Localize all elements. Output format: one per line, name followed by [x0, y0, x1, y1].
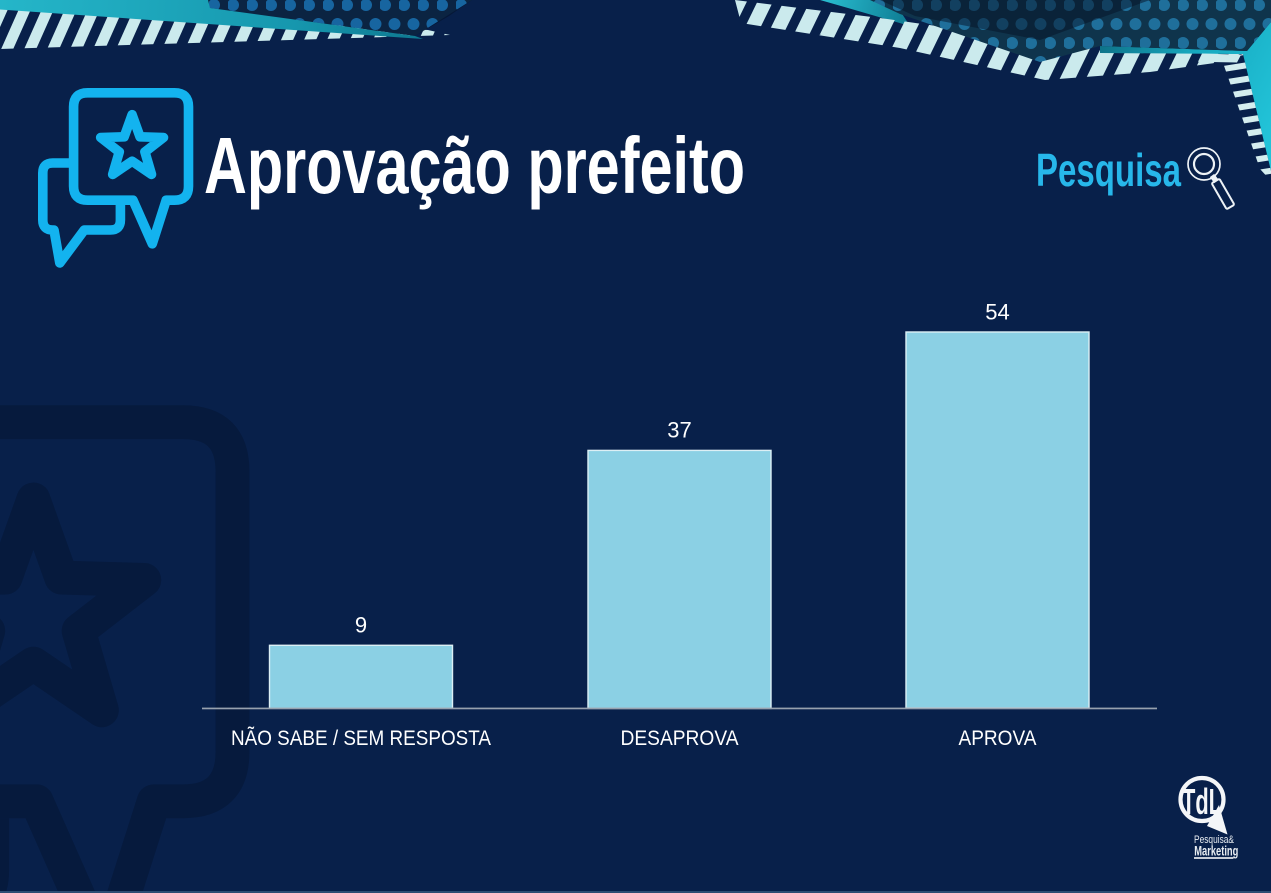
svg-text:Aprovação prefeito: Aprovação prefeito: [204, 121, 745, 210]
svg-text:Marketing: Marketing: [1194, 844, 1238, 859]
svg-text:9: 9: [355, 613, 367, 638]
svg-text:Pesquisa: Pesquisa: [1036, 144, 1181, 196]
svg-text:DESAPROVA: DESAPROVA: [621, 727, 739, 750]
svg-text:54: 54: [985, 300, 1009, 325]
svg-text:37: 37: [667, 418, 691, 443]
svg-text:TdL: TdL: [1182, 781, 1222, 822]
svg-text:Pesquisa&: Pesquisa&: [1194, 834, 1235, 846]
svg-text:APROVA: APROVA: [959, 727, 1037, 750]
svg-text:NÃO SABE / SEM RESPOSTA: NÃO SABE / SEM RESPOSTA: [231, 726, 491, 750]
